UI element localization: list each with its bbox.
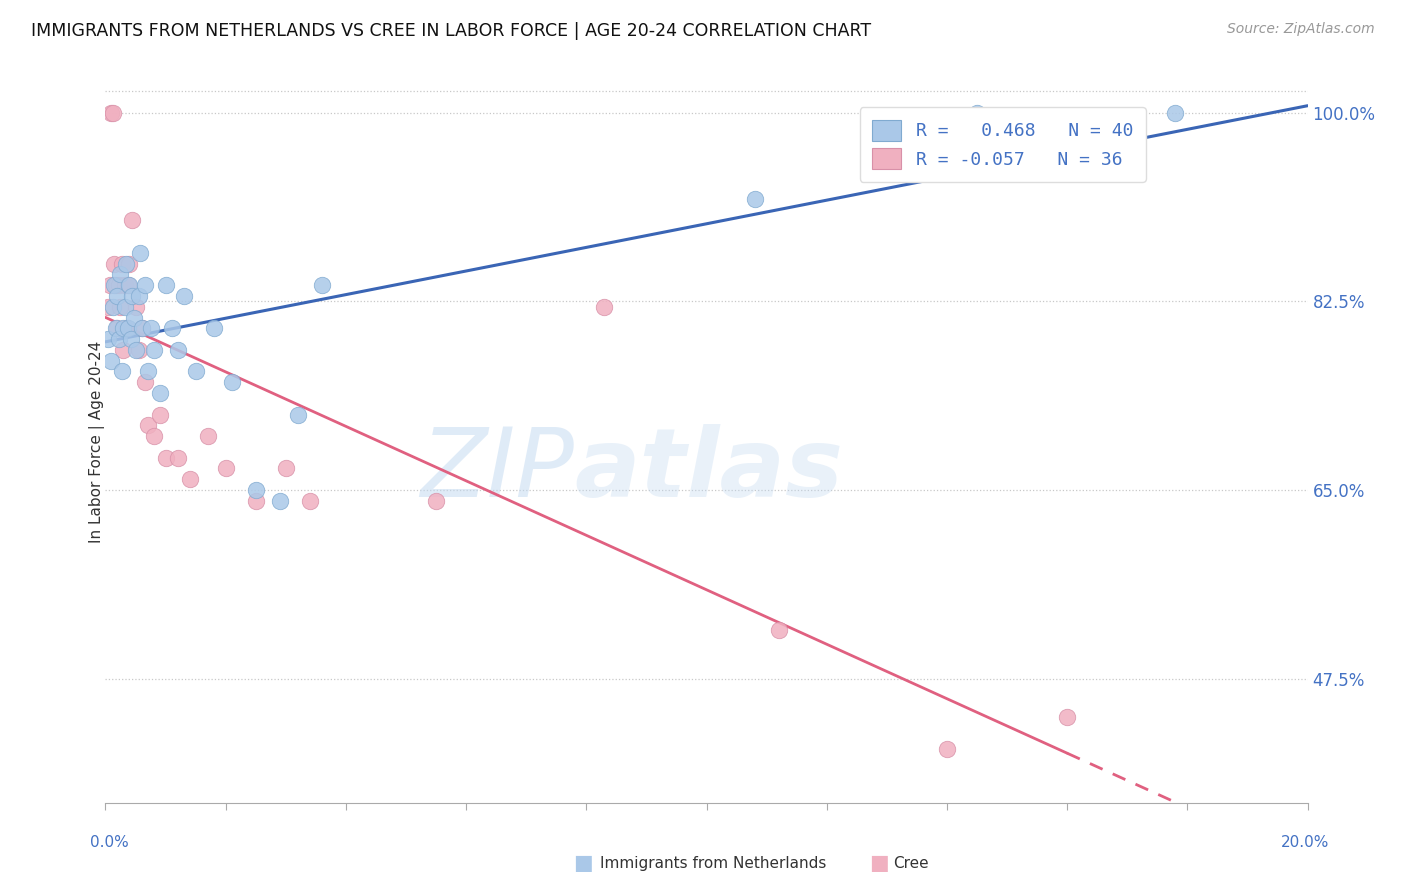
Point (98, 278, 121, 293)
Point (311, 278, 333, 293)
Point (139, 321, 162, 335)
Text: Immigrants from Netherlands: Immigrants from Netherlands (600, 856, 827, 871)
Point (103, 257, 125, 271)
Point (148, 386, 170, 401)
Point (100, 105, 122, 120)
Point (202, 321, 225, 335)
Point (129, 245, 152, 260)
Y-axis label: In Labor Force | Age 20-24: In Labor Force | Age 20-24 (89, 341, 105, 542)
Point (134, 376, 156, 390)
Point (118, 257, 141, 271)
Text: ■: ■ (869, 854, 889, 873)
Point (179, 472, 201, 486)
Point (155, 278, 177, 293)
Text: atlas: atlas (574, 424, 844, 517)
Point (936, 742, 959, 756)
Point (97, 332, 120, 346)
Point (112, 321, 135, 335)
Point (134, 278, 156, 293)
Point (107, 278, 129, 293)
Point (166, 450, 188, 465)
Point (425, 493, 447, 508)
Point (121, 213, 143, 227)
Point (105, 278, 128, 293)
Point (173, 289, 195, 303)
Point (115, 321, 138, 335)
Legend: R =   0.468   N = 40, R = -0.057   N = 36: R = 0.468 N = 40, R = -0.057 N = 36 (860, 107, 1146, 182)
Point (101, 105, 124, 120)
Point (166, 343, 188, 357)
Point (1164, 105, 1187, 120)
Point (298, 493, 321, 508)
Point (142, 343, 165, 357)
Point (107, 289, 129, 303)
Point (287, 408, 309, 422)
Point (142, 429, 165, 443)
Point (97, 300, 120, 314)
Point (274, 461, 297, 475)
Point (124, 343, 146, 357)
Text: ZIP: ZIP (420, 424, 574, 517)
Point (114, 278, 136, 293)
Point (117, 321, 139, 335)
Point (110, 268, 132, 282)
Point (110, 300, 132, 314)
Point (117, 278, 139, 293)
Point (148, 408, 170, 422)
Text: Source: ZipAtlas.com: Source: ZipAtlas.com (1227, 22, 1375, 37)
Point (124, 310, 146, 325)
Point (124, 300, 146, 314)
Text: 20.0%: 20.0% (1281, 836, 1329, 850)
Point (105, 321, 128, 335)
Point (155, 450, 177, 465)
Point (245, 483, 267, 497)
Point (101, 300, 124, 314)
Point (128, 289, 150, 303)
Point (120, 332, 142, 346)
Point (128, 343, 150, 357)
Point (111, 257, 134, 271)
Text: 0.0%: 0.0% (90, 836, 129, 850)
Point (269, 493, 291, 508)
Text: ■: ■ (574, 854, 593, 873)
Point (100, 353, 122, 368)
Point (744, 192, 766, 206)
Point (131, 321, 153, 335)
Point (197, 429, 219, 443)
Point (115, 257, 138, 271)
Point (593, 300, 616, 314)
Point (112, 343, 135, 357)
Point (214, 461, 236, 475)
Point (118, 278, 141, 293)
Point (221, 376, 243, 390)
Point (768, 624, 790, 638)
Point (136, 364, 159, 378)
Point (107, 332, 129, 346)
Text: Cree: Cree (893, 856, 928, 871)
Point (114, 300, 136, 314)
Point (966, 105, 988, 120)
Point (245, 493, 267, 508)
Point (160, 321, 183, 335)
Point (111, 364, 134, 378)
Point (103, 278, 125, 293)
Point (107, 321, 129, 335)
Point (131, 321, 153, 335)
Point (1056, 709, 1078, 723)
Point (121, 289, 143, 303)
Point (136, 418, 159, 433)
Point (184, 364, 207, 378)
Text: IMMIGRANTS FROM NETHERLANDS VS CREE IN LABOR FORCE | AGE 20-24 CORRELATION CHART: IMMIGRANTS FROM NETHERLANDS VS CREE IN L… (31, 22, 872, 40)
